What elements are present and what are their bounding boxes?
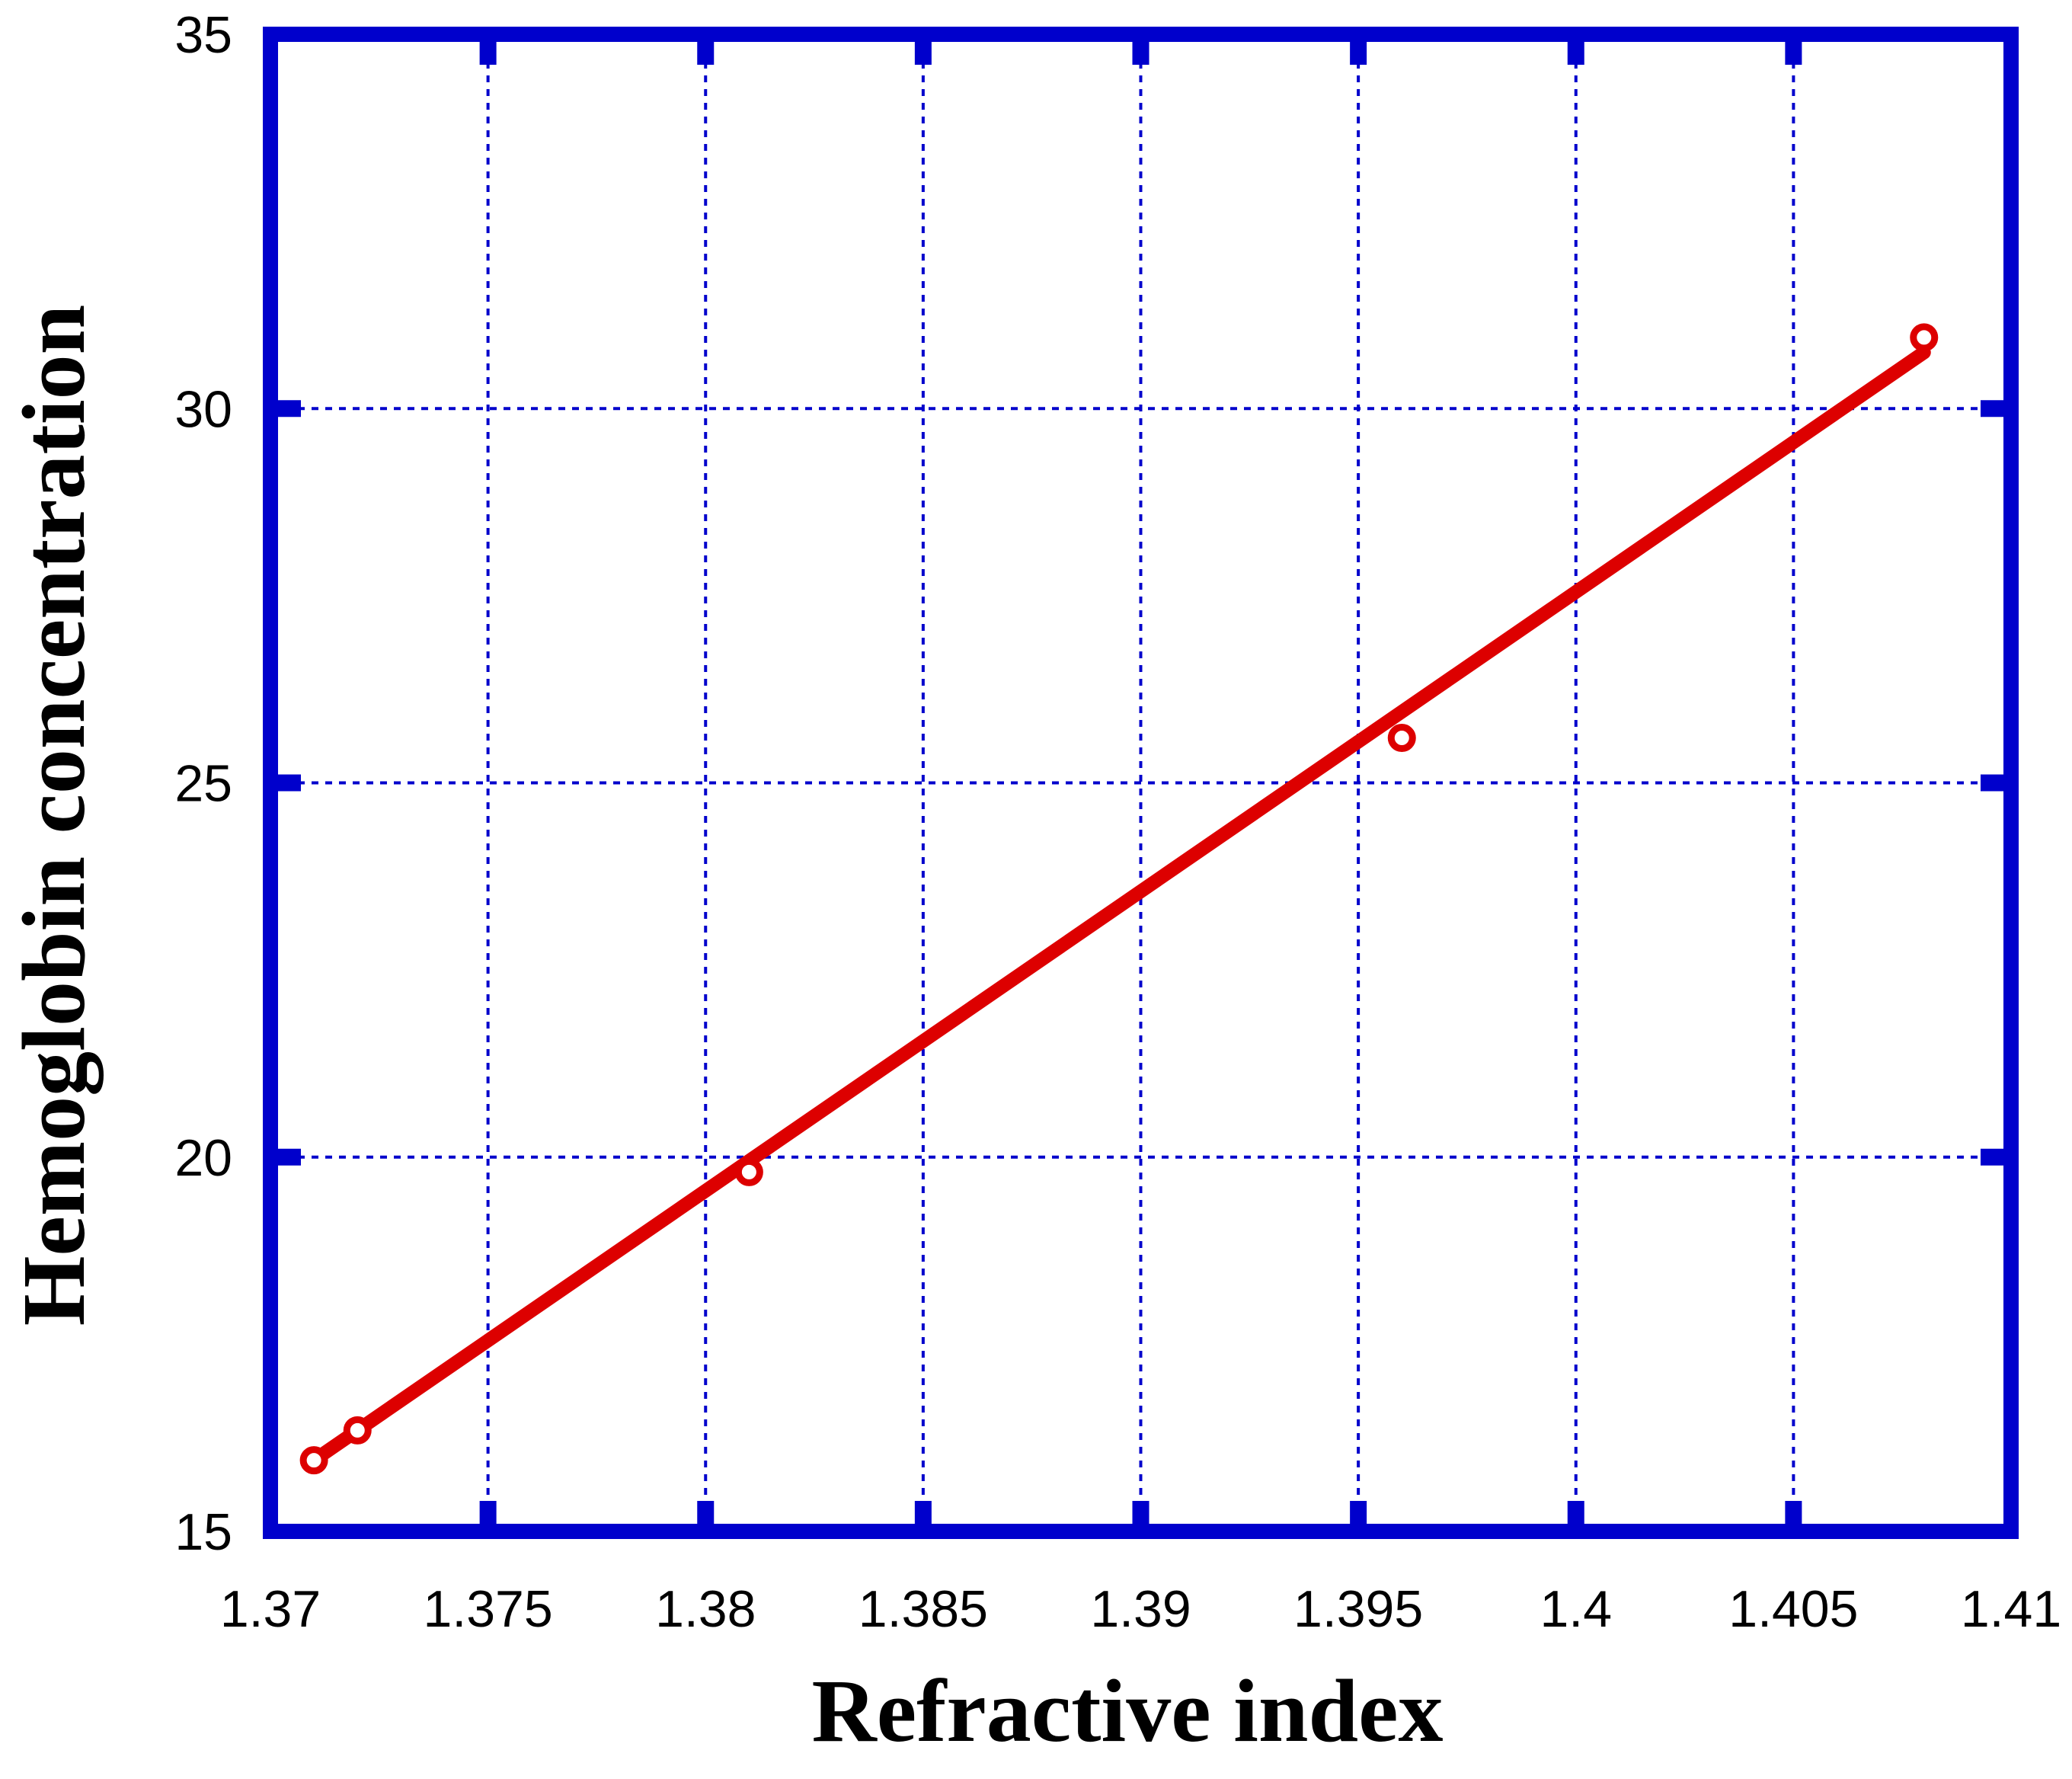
x-tick-label: 1.375 <box>424 1580 553 1638</box>
x-tick-labels: 1.37 1.375 1.38 1.385 1.39 1.395 1.4 1.405 1.41 <box>220 1580 2061 1638</box>
y-tick-labels: 15 20 25 30 35 <box>174 6 232 1561</box>
y-tick-label: 35 <box>174 6 232 64</box>
plot-frame <box>263 27 2019 1539</box>
y-tick-label: 25 <box>174 755 232 813</box>
data-point <box>1910 323 1939 352</box>
data-point <box>343 1416 372 1445</box>
y-tick-label: 15 <box>174 1503 232 1561</box>
x-axis-title: Refractive index <box>812 1661 1444 1761</box>
x-tick-label: 1.37 <box>220 1580 321 1638</box>
data-point <box>734 1157 763 1186</box>
x-tick-label: 1.39 <box>1090 1580 1191 1638</box>
x-tick-label: 1.385 <box>859 1580 988 1638</box>
x-tick-label: 1.4 <box>1540 1580 1612 1638</box>
data-point <box>1387 724 1416 753</box>
x-tick-label: 1.38 <box>655 1580 756 1638</box>
x-tick-label: 1.41 <box>1961 1580 2061 1638</box>
fit-line <box>307 345 1931 1467</box>
x-tick-label: 1.395 <box>1293 1580 1423 1638</box>
x-tick-label: 1.405 <box>1728 1580 1858 1638</box>
plot-series <box>299 323 1939 1475</box>
y-tick-label: 30 <box>174 380 232 438</box>
y-tick-label: 20 <box>174 1129 232 1187</box>
grid-lines <box>270 34 2011 1531</box>
y-axis-title: Hemoglobin concentration <box>4 305 104 1326</box>
data-point <box>299 1446 328 1475</box>
